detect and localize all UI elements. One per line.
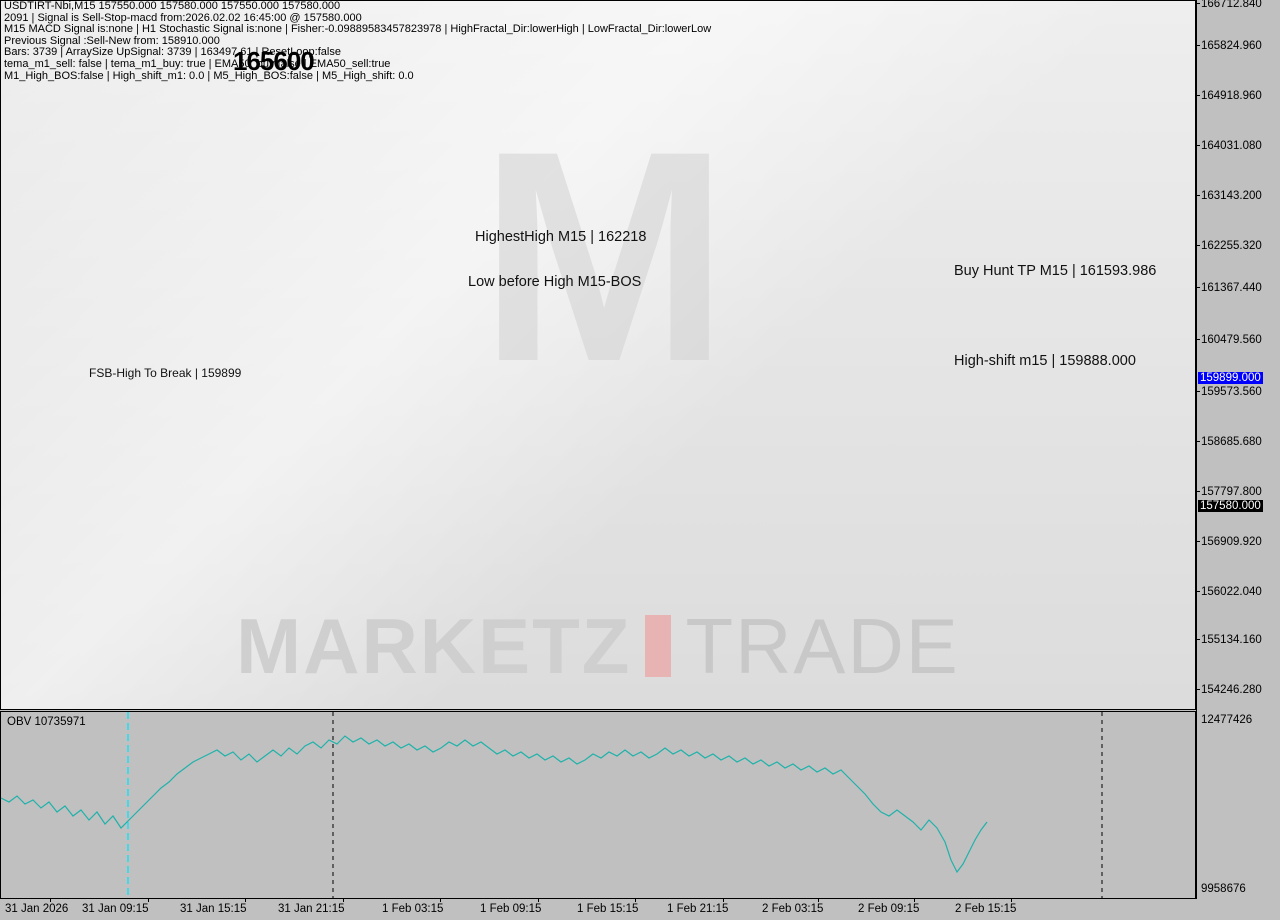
time-tick: 2 Feb 09:15 (858, 903, 920, 915)
last-price-tag: 157580.000 (1198, 500, 1263, 512)
obv-series-svg (1, 712, 1103, 898)
price-tick: 163143.200 (1196, 190, 1262, 202)
label-buy-hunt-tp-m15: Buy Hunt TP M15 | 161593.986 (954, 263, 1157, 279)
time-tick: 31 Jan 2026 (5, 903, 69, 915)
price-tick: 160479.560 (1196, 334, 1262, 346)
price-tick: 162255.320 (1196, 240, 1262, 252)
chart-info-header: USDTIRT-Nbi,M15 157550.000 157580.000 15… (4, 0, 711, 82)
obv-separators (332, 712, 1103, 898)
price-tick: 154246.280 (1196, 684, 1262, 696)
price-plot-area[interactable]: M MARKETZ TRADE (1, 1, 1195, 709)
price-tick: 158685.680 (1196, 436, 1262, 448)
time-tick: 31 Jan 09:15 (82, 903, 149, 915)
obv-max-label: 12477426 (1201, 714, 1253, 726)
time-tick: 31 Jan 21:15 (278, 903, 345, 915)
big-price-overlay: 165600 (233, 46, 315, 76)
price-tick: 161367.440 (1196, 282, 1262, 294)
price-tick: 164031.080 (1196, 140, 1262, 152)
time-tick: 1 Feb 03:15 (382, 903, 444, 915)
volume-histogram (3, 601, 991, 709)
time-tick: 31 Jan 15:15 (180, 903, 247, 915)
obv-plot-area[interactable]: OBV 10735971 (1, 712, 1195, 898)
bid-price-tag: 159899.000 (1198, 372, 1263, 384)
header-line-bos: M1_High_BOS:false | High_shift_m1: 0.0 |… (4, 69, 414, 82)
star-marker (55, 118, 875, 397)
obv-title-label: OBV 10735971 (7, 716, 86, 728)
price-tick: 165824.960 (1196, 40, 1262, 52)
time-tick: 1 Feb 09:15 (480, 903, 542, 915)
obv-min-label: 9958676 (1201, 883, 1246, 895)
price-chart-panel[interactable]: M MARKETZ TRADE (0, 0, 1196, 710)
time-axis[interactable]: 31 Jan 2026 31 Jan 09:15 31 Jan 15:15 31… (0, 899, 1280, 920)
obv-axis[interactable]: 12477426 9958676 (1196, 711, 1280, 899)
label-high-shift-m15: High-shift m15 | 159888.000 (954, 353, 1136, 369)
time-tick: 1 Feb 21:15 (667, 903, 729, 915)
header-line-tema: tema_m1_sell: false | tema_m1_buy: true … (4, 57, 391, 70)
time-tick: 1 Feb 15:15 (577, 903, 639, 915)
time-tick: 2 Feb 15:15 (955, 903, 1017, 915)
time-tick: 2 Feb 03:15 (762, 903, 824, 915)
price-tick: 155134.160 (1196, 634, 1262, 646)
label-fsb-high-to-break: FSB-High To Break | 159899 (89, 366, 242, 380)
price-tick: 159573.560 (1196, 386, 1262, 398)
ema-fast-red (1, 206, 992, 508)
obv-indicator-panel[interactable]: OBV 10735971 (0, 711, 1196, 899)
label-low-before-high-m15-bos: Low before High M15-BOS (468, 274, 642, 290)
obv-line (1, 735, 988, 874)
price-tick: 156022.040 (1196, 586, 1262, 598)
header-line-symbol: USDTIRT-Nbi,M15 157550.000 157580.000 15… (4, 0, 341, 12)
price-tick: 156909.920 (1196, 536, 1262, 548)
label-highest-high-m15: HighestHigh M15 | 162218 (475, 229, 647, 245)
fractal-zigzag-indicator (1, 120, 992, 662)
price-tick: 164918.960 (1196, 90, 1262, 102)
price-tick: 166712.840 (1196, 0, 1262, 10)
price-tick: 157797.800 (1196, 486, 1262, 498)
